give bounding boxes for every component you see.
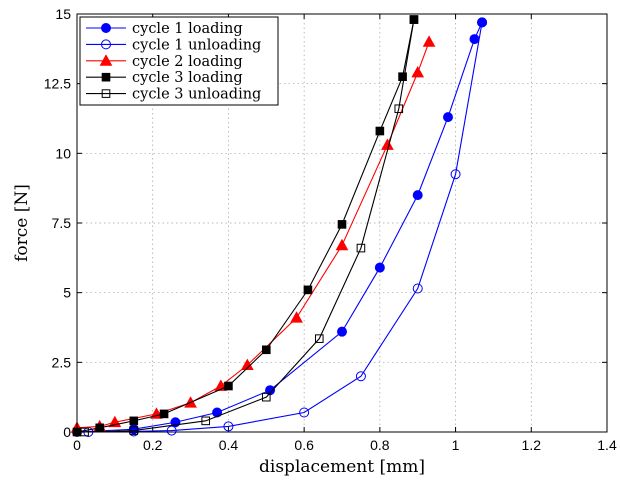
data-point (335, 238, 349, 251)
series-line (88, 22, 483, 433)
legend-marker (101, 89, 111, 98)
legend-marker (101, 72, 111, 82)
grid-lines (77, 14, 607, 432)
data-point (356, 243, 366, 253)
x-axis-ticks: 0 0.2 0.4 0.6 0.8 1 1.2 1.4 (73, 14, 617, 453)
x-tick-label: 0.2 (143, 437, 163, 453)
data-point (95, 423, 105, 433)
x-axis-label: displacement [mm] (259, 457, 425, 477)
legend-label: cycle 2 loading (132, 54, 243, 70)
legend-label: cycle 1 unloading (132, 37, 261, 53)
data-point (374, 262, 385, 273)
data-point (375, 126, 385, 136)
legend-marker (101, 23, 111, 33)
data-point (303, 285, 313, 295)
legend-label: cycle 1 loading (132, 21, 243, 37)
data-point (337, 326, 347, 337)
data-point (159, 409, 169, 419)
y-tick-label: 0 (63, 424, 71, 440)
x-tick-label: 1.4 (597, 437, 617, 453)
series-4 (72, 15, 419, 437)
data-point (201, 416, 211, 426)
y-axis-ticks: 0 2.5 5 7.5 10 12.5 15 (44, 6, 607, 440)
data-point (261, 345, 271, 355)
data-point (394, 104, 404, 114)
plot-frame (76, 13, 608, 433)
legend-marker (101, 39, 111, 50)
data-point (443, 112, 453, 123)
data-point (422, 35, 436, 47)
data-point (409, 15, 419, 24)
data-point (337, 220, 347, 229)
data-point (477, 17, 488, 28)
y-axis-label: force [N] (12, 184, 32, 262)
y-tick-label: 12.5 (44, 76, 71, 92)
data-series (70, 15, 488, 437)
series-5 (80, 15, 419, 437)
y-tick-label: 10 (55, 145, 71, 161)
data-point (398, 72, 407, 82)
data-point (129, 416, 139, 426)
data-point (299, 407, 310, 418)
x-tick-label: 0.8 (370, 437, 390, 453)
y-tick-label: 7.5 (52, 215, 72, 231)
legend-label: cycle 3 unloading (132, 87, 261, 103)
x-tick-label: 1 (452, 437, 460, 453)
x-tick-label: 1.2 (522, 437, 542, 453)
data-point (261, 392, 271, 402)
data-point (224, 381, 233, 391)
data-point (355, 371, 366, 382)
y-tick-label: 5 (63, 285, 71, 301)
x-tick-label: 0 (73, 437, 81, 453)
data-point (412, 190, 423, 201)
data-point (314, 334, 324, 343)
x-tick-label: 0.4 (219, 437, 239, 453)
data-point (450, 169, 461, 180)
data-point (412, 283, 423, 294)
legend-label: cycle 3 loading (132, 70, 243, 86)
data-point (129, 426, 139, 435)
legend-item: cycle 1 loading (86, 21, 243, 37)
x-tick-label: 0.6 (294, 437, 314, 453)
legend-marker (99, 54, 113, 66)
data-point (290, 311, 303, 323)
legend-item: cycle 3 unloading (86, 87, 261, 103)
y-tick-label: 2.5 (52, 354, 72, 370)
data-point (223, 421, 234, 432)
legend-item: cycle 3 loading (86, 70, 243, 86)
y-tick-label: 15 (55, 6, 71, 22)
series-line (84, 19, 415, 433)
legend-item: cycle 1 unloading (86, 37, 261, 53)
data-point (469, 34, 480, 45)
data-point (166, 425, 177, 436)
legend-item: cycle 2 loading (86, 54, 243, 70)
data-point (411, 65, 425, 78)
